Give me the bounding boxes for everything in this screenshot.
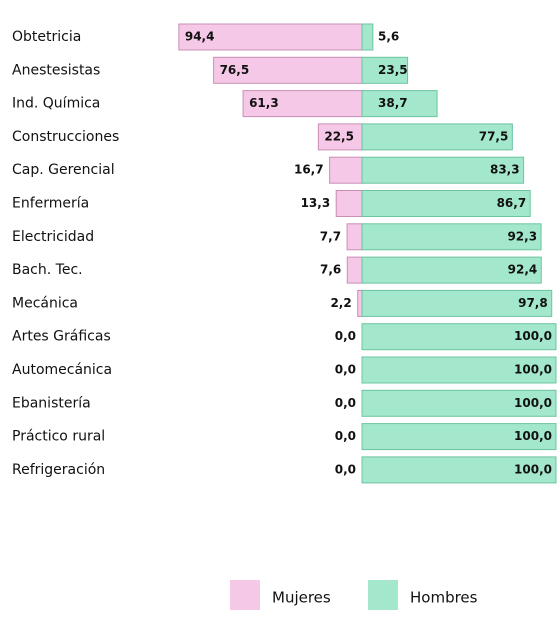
legend-swatch <box>368 580 398 610</box>
value-label: 76,5 <box>220 63 250 77</box>
value-label: 94,4 <box>185 30 215 44</box>
legend-swatch <box>230 580 260 610</box>
category-label: Obtetricia <box>12 29 81 45</box>
bar <box>361 90 438 118</box>
value-label: 97,8 <box>518 296 548 310</box>
bar <box>361 423 557 451</box>
value-label: 86,7 <box>497 196 527 210</box>
value-label: 0,0 <box>335 429 356 443</box>
value-label: 23,5 <box>378 63 408 77</box>
bar <box>361 256 542 284</box>
value-label: 100,0 <box>514 329 552 343</box>
bar <box>361 56 409 84</box>
category-label: Automecánica <box>12 362 112 378</box>
bar <box>178 23 363 51</box>
value-label: 100,0 <box>514 462 552 476</box>
value-label: 0,0 <box>335 329 356 343</box>
value-label: 92,4 <box>508 263 538 277</box>
bar <box>361 190 531 217</box>
category-label: Ebanistería <box>12 395 91 411</box>
bar <box>346 223 363 251</box>
bar <box>346 256 363 284</box>
value-label: 13,3 <box>301 196 331 210</box>
value-label: 100,0 <box>514 363 552 377</box>
category-label: Anestesistas <box>12 62 100 78</box>
bar <box>361 156 525 184</box>
category-label: Cap. Gerencial <box>12 162 115 178</box>
category-label: Construcciones <box>12 129 119 145</box>
bar <box>361 289 553 317</box>
category-label: Electricidad <box>12 229 94 245</box>
category-label: Bach. Tec. <box>12 262 83 278</box>
bar <box>361 123 513 151</box>
category-label: Refrigeración <box>12 462 105 478</box>
value-label: 0,0 <box>335 396 356 410</box>
value-label: 22,5 <box>324 129 354 143</box>
value-label: 92,3 <box>507 229 537 243</box>
value-label: 100,0 <box>514 396 552 410</box>
value-label: 0,0 <box>335 363 356 377</box>
legend-label: Hombres <box>410 589 478 607</box>
bar <box>361 356 557 384</box>
value-label: 5,6 <box>378 30 399 44</box>
value-label: 83,3 <box>490 163 520 177</box>
bar <box>361 389 557 417</box>
value-label: 38,7 <box>378 96 408 110</box>
legend-label: Mujeres <box>272 589 331 607</box>
value-label: 61,3 <box>249 96 279 110</box>
bar <box>361 223 542 251</box>
bar <box>361 323 557 351</box>
value-label: 0,0 <box>335 462 356 476</box>
bar <box>317 123 363 151</box>
value-label: 7,6 <box>320 263 341 277</box>
bar <box>213 56 363 84</box>
bar <box>335 190 363 217</box>
value-label: 77,5 <box>479 129 509 143</box>
category-label: Ind. Química <box>12 96 100 112</box>
bar <box>361 456 557 484</box>
category-label: Enfermería <box>12 196 89 212</box>
bar <box>329 156 363 184</box>
value-label: 7,7 <box>320 229 341 243</box>
bar <box>357 289 363 317</box>
bar <box>361 23 374 51</box>
value-label: 16,7 <box>294 163 324 177</box>
category-label: Práctico rural <box>12 429 105 445</box>
value-label: 100,0 <box>514 429 552 443</box>
category-label: Artes Gráficas <box>12 329 111 345</box>
value-label: 2,2 <box>330 296 351 310</box>
category-label: Mecánica <box>12 295 78 311</box>
